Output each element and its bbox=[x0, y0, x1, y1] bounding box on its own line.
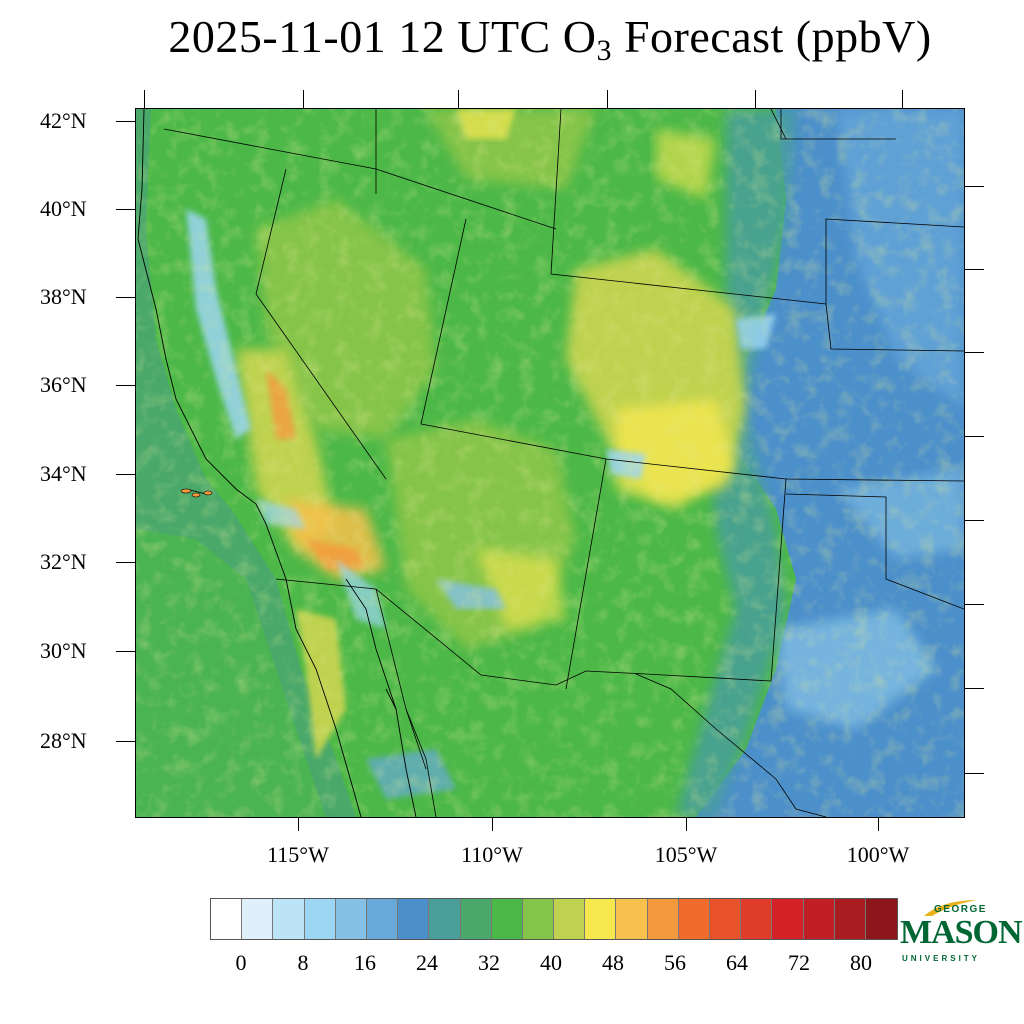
colorbar-label: 80 bbox=[850, 950, 872, 975]
lat-label-42: 42°N bbox=[40, 108, 87, 133]
colorbar-cell bbox=[273, 899, 305, 939]
colorbar-label: 0 bbox=[235, 950, 247, 975]
colorbar-cell bbox=[304, 899, 336, 939]
lon-label-100w: 100°W bbox=[846, 842, 910, 867]
colorbar-label: 64 bbox=[726, 950, 748, 975]
colorbar-cell bbox=[865, 899, 898, 939]
colorbar-cell bbox=[398, 899, 430, 939]
lat-label-28: 28°N bbox=[40, 728, 87, 753]
colorbar-cell bbox=[460, 899, 492, 939]
colorbar-cell bbox=[678, 899, 710, 939]
logo-university-text: UNIVERSITY bbox=[902, 954, 981, 963]
logo-mason-text: MASON bbox=[900, 914, 1023, 951]
texture-overlay bbox=[136, 109, 964, 817]
colorbar-cell bbox=[741, 899, 773, 939]
logo-george-text: GEORGE bbox=[934, 904, 987, 915]
colorbar bbox=[210, 898, 899, 940]
colorbar-label: 72 bbox=[788, 950, 810, 975]
colorbar-cell bbox=[335, 899, 367, 939]
colorbar-label: 48 bbox=[602, 950, 624, 975]
george-mason-logo: GEORGE MASON UNIVERSITY bbox=[898, 898, 1023, 968]
lat-label-40: 40°N bbox=[40, 196, 87, 221]
lat-label-38: 38°N bbox=[40, 284, 87, 309]
logo-swoosh-icon bbox=[924, 900, 978, 916]
lat-label-34: 34°N bbox=[40, 461, 87, 486]
coastline bbox=[137, 109, 417, 817]
colorbar-cell bbox=[772, 899, 804, 939]
ozone-map bbox=[135, 108, 965, 818]
colorbar-label: 56 bbox=[664, 950, 686, 975]
colorbar-cell bbox=[585, 899, 617, 939]
colorbar-cell bbox=[616, 899, 648, 939]
colorbar-cell bbox=[522, 899, 555, 939]
colorbar-cell bbox=[803, 899, 835, 939]
colorbar-label: 24 bbox=[416, 950, 438, 975]
colorbar-cell bbox=[554, 899, 586, 939]
colorbar-cell bbox=[366, 899, 399, 939]
lon-label-115w: 115°W bbox=[267, 842, 329, 867]
title-subscript: 3 bbox=[596, 34, 612, 67]
colorbar-cell bbox=[242, 899, 274, 939]
colorbar-cell bbox=[429, 899, 461, 939]
state-boundaries bbox=[163, 109, 964, 817]
colorbar-label: 16 bbox=[354, 950, 376, 975]
title-tail: Forecast (ppbV) bbox=[611, 11, 932, 62]
colorbar-cell bbox=[710, 899, 742, 939]
colorbar-cell bbox=[834, 899, 866, 939]
page-title: 2025-11-01 12 UTC O3 Forecast (ppbV) bbox=[0, 10, 1024, 68]
colorbar-label: 8 bbox=[297, 950, 309, 975]
title-main: 2025-11-01 12 UTC O bbox=[168, 11, 597, 62]
lon-label-110w: 110°W bbox=[461, 842, 523, 867]
colorbar-label: 32 bbox=[478, 950, 500, 975]
lat-label-30: 30°N bbox=[40, 638, 87, 663]
lon-label-105w: 105°W bbox=[654, 842, 718, 867]
channel-islands bbox=[180, 488, 213, 498]
colorbar-cell bbox=[647, 899, 679, 939]
colorbar-cell bbox=[211, 899, 243, 939]
lat-label-36: 36°N bbox=[40, 372, 87, 397]
ozone-map-canvas bbox=[136, 109, 964, 817]
lat-label-32: 32°N bbox=[40, 549, 87, 574]
colorbar-label: 40 bbox=[540, 950, 562, 975]
colorbar-cell bbox=[491, 899, 523, 939]
